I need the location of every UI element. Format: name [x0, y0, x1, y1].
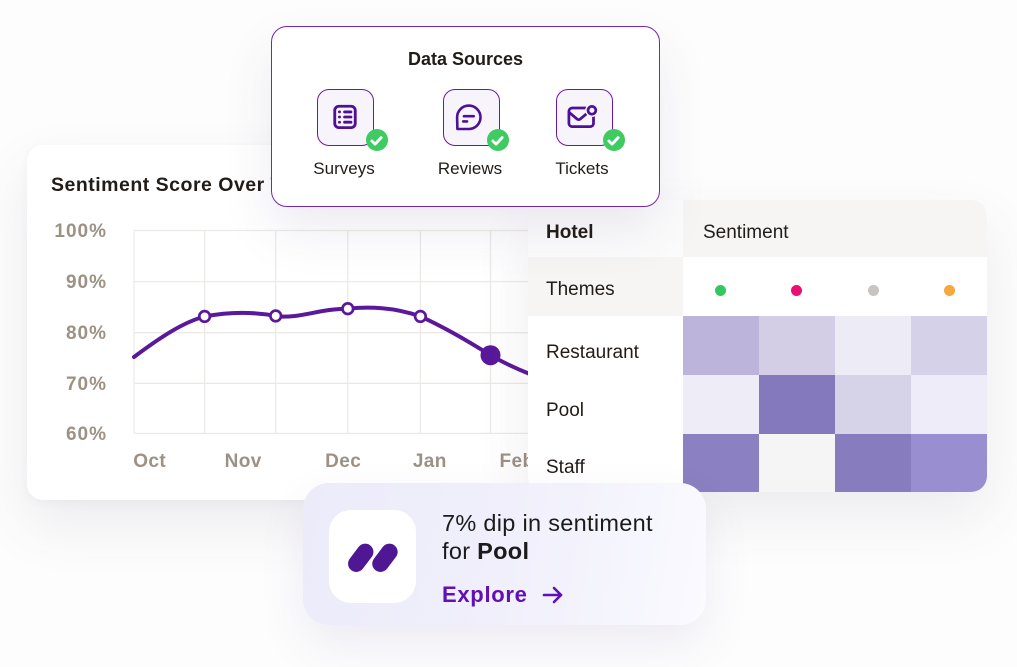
svg-text:Oct: Oct	[133, 451, 166, 472]
svg-text:Nov: Nov	[225, 451, 262, 472]
svg-text:90%: 90%	[66, 272, 107, 293]
svg-text:100%: 100%	[54, 221, 107, 242]
svg-text:80%: 80%	[66, 323, 107, 344]
svg-text:60%: 60%	[66, 424, 107, 445]
svg-text:70%: 70%	[66, 374, 107, 395]
svg-text:Dec: Dec	[325, 451, 361, 472]
svg-text:Jan: Jan	[413, 451, 447, 472]
svg-text:Feb: Feb	[500, 451, 535, 472]
